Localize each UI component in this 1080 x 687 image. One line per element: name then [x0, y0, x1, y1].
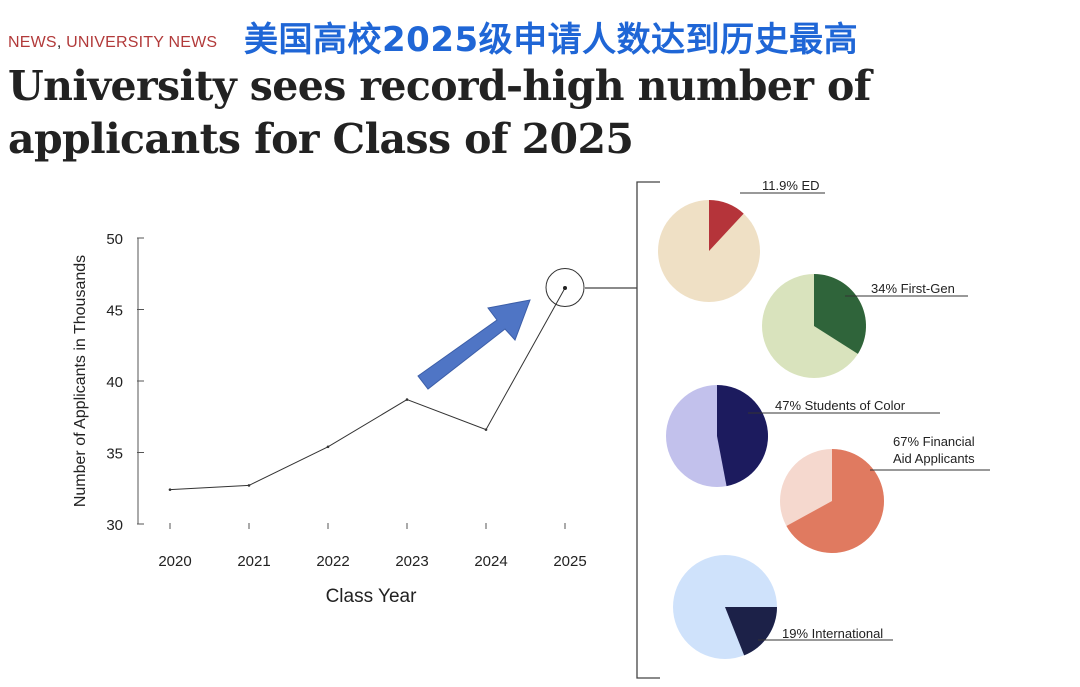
pie-highlight-slice	[717, 385, 768, 487]
y-tick-label: 35	[106, 446, 123, 463]
x-tick-label: 2025	[553, 553, 586, 570]
news-category-primary[interactable]: NEWS	[8, 34, 57, 51]
x-tick-label: 2021	[237, 553, 270, 570]
x-tick-label: 2020	[158, 553, 191, 570]
breakdown-pie: 47% Students of Color	[666, 385, 940, 487]
chart-line-layer	[168, 268, 585, 491]
data-point	[168, 488, 172, 491]
y-tick-label: 30	[106, 517, 123, 534]
highlight-ring	[545, 268, 585, 308]
y-tick-label: 45	[106, 303, 123, 320]
breakdown-bracket-layer	[585, 181, 660, 679]
series-line	[169, 287, 566, 491]
pie-label: 19% International	[782, 626, 883, 641]
news-category-tag[interactable]: NEWS, UNIVERSITY NEWS	[8, 34, 217, 52]
pie-highlight-slice	[725, 607, 777, 656]
breakdown-pie: 67% Financial Aid Applicants	[780, 434, 990, 554]
data-point	[484, 428, 488, 431]
y-tick-label: 40	[106, 374, 123, 391]
news-category-separator: ,	[56, 34, 67, 51]
x-tick-label: 2024	[474, 553, 507, 570]
trend-arrow-layer	[417, 299, 531, 390]
data-point	[326, 445, 330, 449]
chinese-headline-banner: 美国高校2025级申请人数达到历史最高	[244, 20, 859, 60]
pie-label: 11.9% ED	[762, 178, 820, 193]
y-axis-title: Number of Applicants in Thousands	[72, 255, 89, 507]
pie-highlight-slice	[709, 200, 744, 251]
breakdown-bracket	[636, 181, 660, 679]
article-headline: University sees record-high number of ap…	[8, 62, 871, 163]
pie-highlight-slice	[814, 274, 867, 354]
pie-highlight-slice	[786, 449, 885, 554]
trend-arrow	[417, 299, 531, 390]
data-point	[247, 484, 251, 487]
breakdown-pies: 11.9% ED 34% First-Gen 47% Students of Col…	[658, 178, 990, 659]
breakdown-pie: 19% International	[673, 555, 893, 659]
breakdown-pie: 34% First-Gen	[762, 274, 968, 378]
x-tick-label: 2022	[316, 553, 349, 570]
pie-label: 47% Students of Color	[775, 398, 906, 413]
x-axis-title: Class Year	[326, 586, 418, 607]
x-tick-label: 2023	[395, 553, 428, 570]
pie-label: 34% First-Gen	[871, 281, 955, 296]
data-point	[405, 398, 409, 401]
news-category-secondary[interactable]: UNIVERSITY NEWS	[66, 34, 218, 51]
highlight-dot	[563, 286, 567, 291]
y-tick-label: 50	[106, 231, 123, 248]
chart-axes: 30 35 40 45 50 2020 2021 2022 2023 2024 2025	[106, 231, 586, 570]
breakdown-pie: 11.9% ED	[658, 178, 825, 302]
pie-label: 67% Financial Aid Applicants	[893, 434, 975, 466]
